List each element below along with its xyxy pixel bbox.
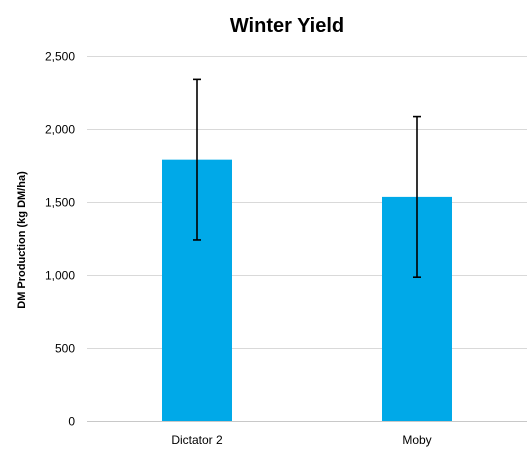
y-tick-label: 0 [68, 415, 75, 429]
y-tick-label: 2,000 [45, 123, 75, 137]
y-axis-ticks: 0 500 1,000 1,500 2,000 2,500 [45, 50, 75, 429]
y-tick-label: 1,500 [45, 196, 75, 210]
x-axis-ticks: Dictator 2 Moby [171, 433, 431, 447]
x-tick-label: Moby [402, 433, 431, 447]
y-tick-label: 2,500 [45, 50, 75, 64]
y-axis-label: DM Production (kg DM/ha) [16, 171, 28, 309]
x-tick-label: Dictator 2 [171, 433, 223, 447]
y-tick-label: 500 [55, 342, 75, 356]
y-tick-label: 1,000 [45, 269, 75, 283]
chart-title: Winter Yield [230, 15, 344, 37]
error-bars [193, 78, 421, 278]
gridlines [87, 56, 527, 422]
bars [162, 159, 452, 421]
